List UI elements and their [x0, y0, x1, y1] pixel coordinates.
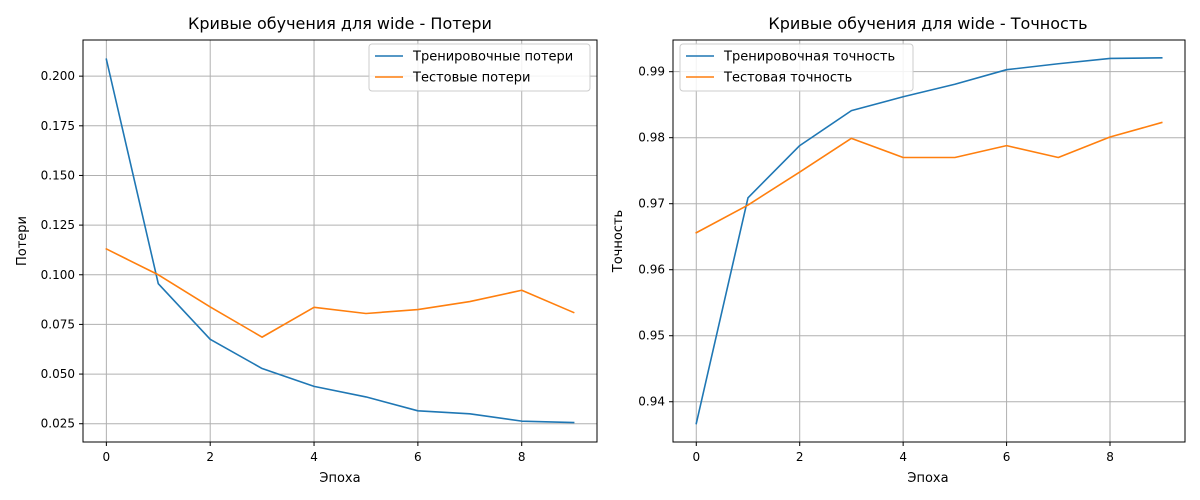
accuracy-y-tick-label: 0.99 [638, 65, 665, 79]
accuracy-plot-frame [672, 39, 1186, 443]
loss-y-tick-label: 0.125 [41, 218, 75, 232]
loss-y-tick-label: 0.100 [41, 268, 75, 282]
accuracy-x-axis-label: Эпоха [907, 471, 948, 486]
loss-y-tick-label: 0.175 [41, 119, 75, 133]
accuracy-y-tick-label: 0.97 [638, 197, 665, 211]
accuracy-y-tick-label: 0.95 [638, 329, 665, 343]
loss-y-tick-label: 0.075 [41, 317, 75, 331]
loss-y-axis-label: Потери [15, 216, 30, 266]
loss-x-tick-label: 4 [310, 450, 318, 464]
accuracy-legend-box [679, 43, 914, 92]
accuracy-chart-title: Кривые обучения для wide - Точность [768, 14, 1087, 33]
loss-y-tick-label: 0.025 [41, 417, 75, 431]
loss-legend: Тренировочные потери Тестовые потери [368, 43, 591, 92]
loss-series-line-0 [105, 58, 575, 424]
accuracy-series-line-1 [695, 121, 1163, 234]
accuracy-legend-label-0: Тренировочная точность [723, 50, 895, 65]
accuracy-x-tick-label: 2 [796, 450, 804, 464]
loss-y-tick-label: 0.050 [41, 367, 75, 381]
loss-chart-title: Кривые обучения для wide - Потери [188, 14, 492, 33]
loss-plot-frame [82, 39, 598, 443]
accuracy-legend-label-1: Тестовая точность [723, 71, 852, 86]
accuracy-x-tick-label: 4 [899, 450, 907, 464]
accuracy-series-line-0 [695, 57, 1163, 425]
loss-y-tick-label: 0.150 [41, 168, 75, 182]
accuracy-y-axis-label: Точность [611, 210, 626, 273]
accuracy-legend: Тренировочная точность Тестовая точность [679, 43, 914, 92]
accuracy-chart: Кривые обучения для wide - Точность Эпох… [611, 14, 1186, 486]
accuracy-x-tick-label: 6 [1003, 450, 1011, 464]
loss-x-tick-label: 2 [206, 450, 214, 464]
loss-x-tick-label: 6 [414, 450, 422, 464]
loss-chart: Кривые обучения для wide - Потери Эпоха … [15, 14, 598, 486]
accuracy-y-tick-label: 0.98 [638, 131, 665, 145]
loss-x-axis-label: Эпоха [319, 471, 360, 486]
loss-series-line-1 [105, 247, 575, 338]
accuracy-x-tick-label: 0 [692, 450, 700, 464]
loss-legend-label-1: Тестовые потери [412, 71, 530, 86]
loss-x-tick-label: 8 [518, 450, 526, 464]
accuracy-grid [673, 40, 1185, 442]
accuracy-x-tick-label: 8 [1106, 450, 1114, 464]
loss-legend-label-0: Тренировочные потери [412, 50, 573, 65]
loss-x-tick-label: 0 [103, 450, 111, 464]
loss-y-tick-label: 0.200 [41, 69, 75, 83]
accuracy-y-tick-label: 0.96 [638, 263, 665, 277]
loss-legend-box [368, 43, 591, 92]
loss-grid [83, 40, 597, 442]
accuracy-y-tick-label: 0.94 [638, 395, 665, 409]
